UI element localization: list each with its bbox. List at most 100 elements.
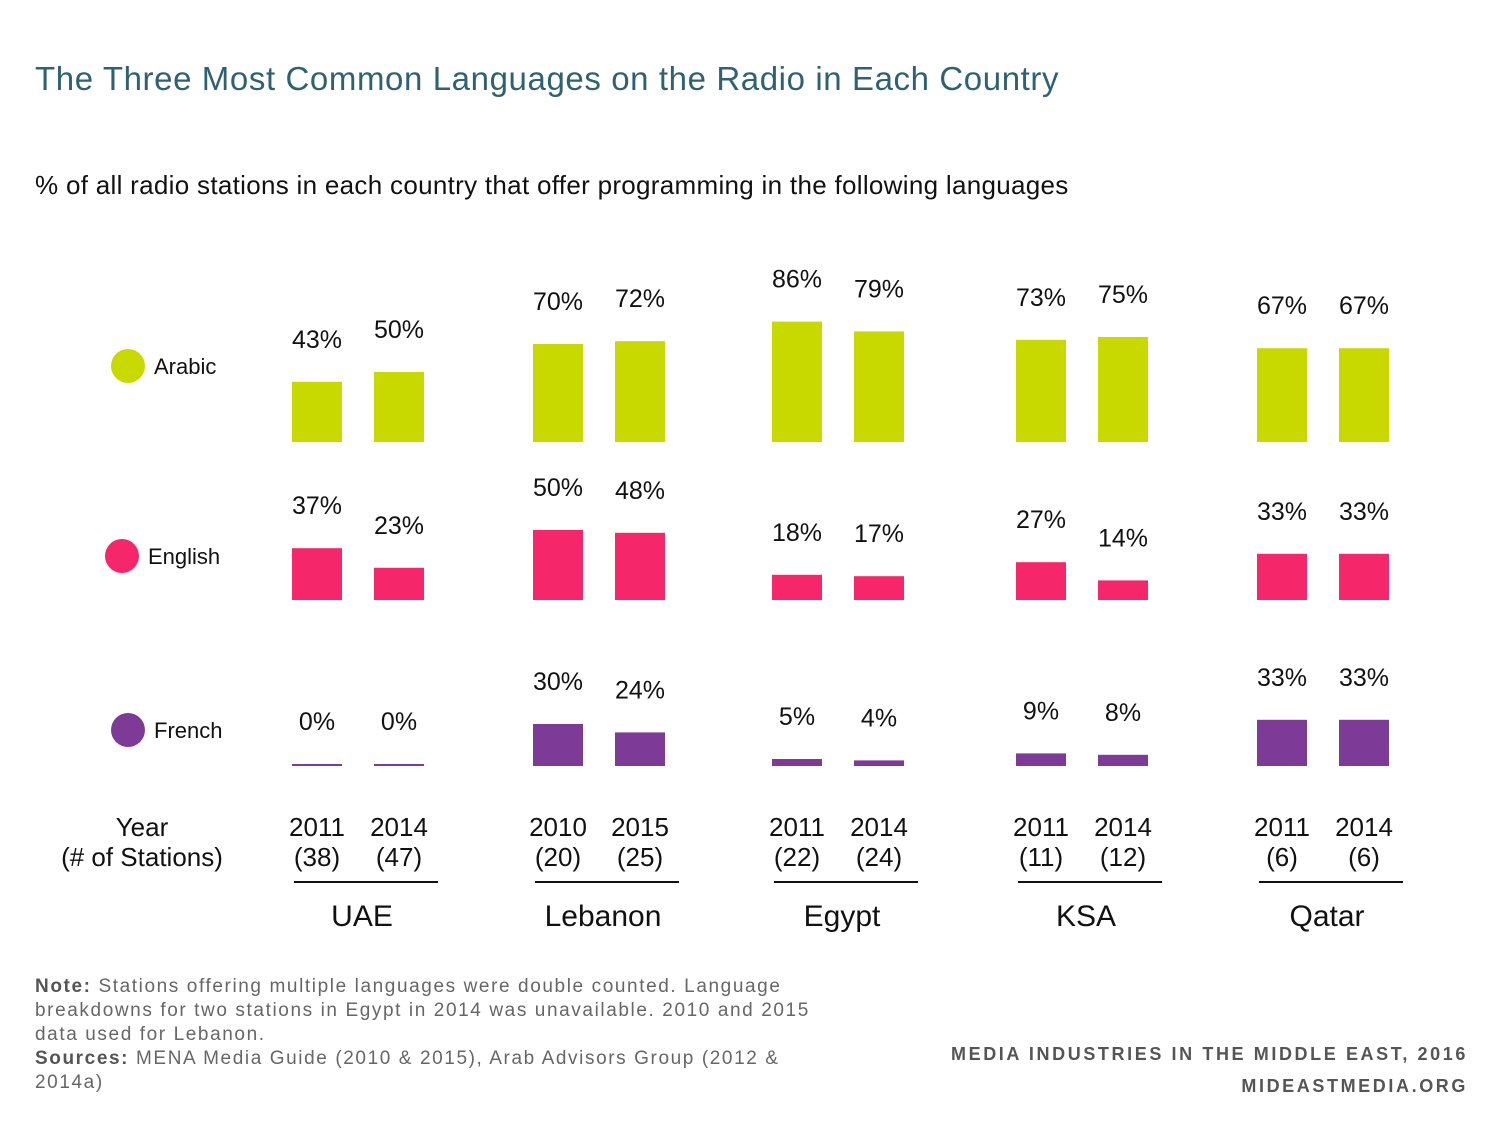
year-label-lebanon-1: 2015 (611, 812, 669, 842)
value-label-uae-arabic-2014: 50% (374, 316, 424, 344)
legend-dot-english (105, 539, 139, 573)
value-label-ksa-arabic-2014: 75% (1098, 281, 1148, 309)
year-label-lebanon-0: 2010 (529, 812, 587, 842)
bar-qatar-french-2014 (1339, 719, 1389, 766)
value-label-uae-arabic-2011: 43% (292, 326, 342, 354)
bar-qatar-english-2011 (1257, 553, 1307, 600)
bar-qatar-english-2014 (1339, 553, 1389, 600)
bar-ksa-arabic-2014 (1098, 337, 1148, 442)
value-label-qatar-english-2011: 33% (1257, 498, 1307, 526)
value-label-egypt-arabic-2011: 86% (772, 266, 822, 294)
bar-uae-french-2011 (292, 764, 342, 766)
bar-uae-arabic-2014 (374, 372, 424, 442)
stations-label-ksa-1: (12) (1100, 842, 1146, 872)
credit-block: MEDIA INDUSTRIES IN THE MIDDLE EAST, 201… (951, 1038, 1468, 1102)
legend-label-french: French (154, 718, 222, 743)
bar-lebanon-french-2010 (533, 724, 583, 766)
legend-label-english: English (148, 544, 220, 569)
chart-subtitle: % of all radio stations in each country … (35, 170, 1069, 200)
bar-egypt-arabic-2011 (772, 321, 822, 442)
value-label-lebanon-arabic-2010: 70% (533, 288, 583, 316)
value-label-egypt-french-2014: 4% (861, 704, 897, 732)
stations-label-uae-1: (47) (376, 842, 422, 872)
value-label-ksa-english-2014: 14% (1098, 524, 1148, 552)
note-text: Stations offering multiple languages wer… (35, 976, 810, 1045)
bar-uae-arabic-2011 (292, 381, 342, 442)
country-label-lebanon: Lebanon (545, 900, 662, 933)
value-label-ksa-french-2011: 9% (1023, 697, 1059, 725)
chart-title: The Three Most Common Languages on the R… (35, 60, 1060, 97)
bar-lebanon-arabic-2010 (533, 344, 583, 442)
value-label-qatar-french-2014: 33% (1339, 664, 1389, 692)
bar-qatar-french-2011 (1257, 719, 1307, 766)
bar-lebanon-arabic-2015 (615, 341, 665, 442)
value-label-egypt-french-2011: 5% (779, 703, 815, 731)
year-label-egypt-1: 2014 (850, 812, 908, 842)
bar-egypt-arabic-2014 (854, 331, 904, 442)
bar-egypt-french-2011 (772, 759, 822, 766)
year-label-qatar-0: 2011 (1254, 812, 1310, 842)
value-label-qatar-french-2011: 33% (1257, 664, 1307, 692)
legend-label-arabic: Arabic (154, 354, 216, 379)
value-label-uae-french-2011: 0% (299, 708, 335, 736)
stations-label-uae-0: (38) (294, 842, 340, 872)
year-label-ksa-0: 2011 (1013, 812, 1069, 842)
stations-label-egypt-1: (24) (856, 842, 902, 872)
country-label-ksa: KSA (1056, 900, 1116, 933)
value-label-ksa-english-2011: 27% (1016, 506, 1066, 534)
country-label-egypt: Egypt (804, 900, 881, 933)
credit-publication: MEDIA INDUSTRIES IN THE MIDDLE EAST, 201… (951, 1044, 1468, 1064)
value-label-uae-english-2014: 23% (374, 512, 424, 540)
stations-label-qatar-0: (6) (1266, 842, 1298, 872)
bar-ksa-french-2014 (1098, 754, 1148, 766)
value-label-qatar-arabic-2011: 67% (1257, 292, 1307, 320)
value-label-lebanon-arabic-2015: 72% (615, 285, 665, 313)
axis-label-year: Year (116, 812, 169, 842)
credit-website: MIDEASTMEDIA.ORG (1241, 1076, 1468, 1096)
bar-ksa-english-2011 (1016, 562, 1066, 600)
stations-label-egypt-0: (22) (774, 842, 820, 872)
bar-ksa-arabic-2011 (1016, 339, 1066, 442)
year-label-uae-0: 2011 (289, 812, 345, 842)
bar-ksa-french-2011 (1016, 753, 1066, 766)
value-label-uae-french-2014: 0% (381, 708, 417, 736)
bar-egypt-english-2014 (854, 576, 904, 600)
value-label-ksa-arabic-2011: 73% (1016, 284, 1066, 312)
country-label-qatar: Qatar (1289, 900, 1364, 933)
bar-lebanon-french-2015 (615, 732, 665, 766)
value-label-lebanon-french-2015: 24% (615, 676, 665, 704)
stations-label-lebanon-0: (20) (535, 842, 581, 872)
bar-uae-french-2014 (374, 764, 424, 766)
value-label-egypt-english-2011: 18% (772, 519, 822, 547)
bar-qatar-arabic-2011 (1257, 348, 1307, 442)
value-label-lebanon-french-2010: 30% (533, 668, 583, 696)
stations-label-qatar-1: (6) (1348, 842, 1380, 872)
legend-dot-french (111, 713, 145, 747)
bar-lebanon-english-2015 (615, 532, 665, 600)
value-label-qatar-arabic-2014: 67% (1339, 292, 1389, 320)
year-label-ksa-1: 2014 (1094, 812, 1152, 842)
value-label-egypt-arabic-2014: 79% (854, 275, 904, 303)
bar-uae-english-2011 (292, 548, 342, 600)
legend-dot-arabic (111, 349, 145, 383)
bar-egypt-english-2011 (772, 574, 822, 600)
value-label-qatar-english-2014: 33% (1339, 498, 1389, 526)
country-label-uae: UAE (331, 900, 393, 933)
value-label-lebanon-english-2015: 48% (615, 477, 665, 505)
bar-egypt-french-2014 (854, 760, 904, 766)
note-label: Note: (35, 976, 92, 997)
year-label-uae-1: 2014 (370, 812, 428, 842)
value-label-uae-english-2011: 37% (292, 492, 342, 520)
bar-ksa-english-2014 (1098, 580, 1148, 600)
stations-label-ksa-0: (11) (1019, 842, 1063, 872)
value-label-lebanon-english-2010: 50% (533, 474, 583, 502)
value-label-egypt-english-2014: 17% (854, 520, 904, 548)
stations-label-lebanon-1: (25) (617, 842, 663, 872)
bar-uae-english-2014 (374, 567, 424, 600)
value-label-ksa-french-2014: 8% (1105, 699, 1141, 727)
footnote: Note: Stations offering multiple languag… (35, 975, 855, 1095)
sources-label: Sources: (35, 1048, 130, 1069)
year-label-egypt-0: 2011 (769, 812, 825, 842)
year-label-qatar-1: 2014 (1335, 812, 1393, 842)
